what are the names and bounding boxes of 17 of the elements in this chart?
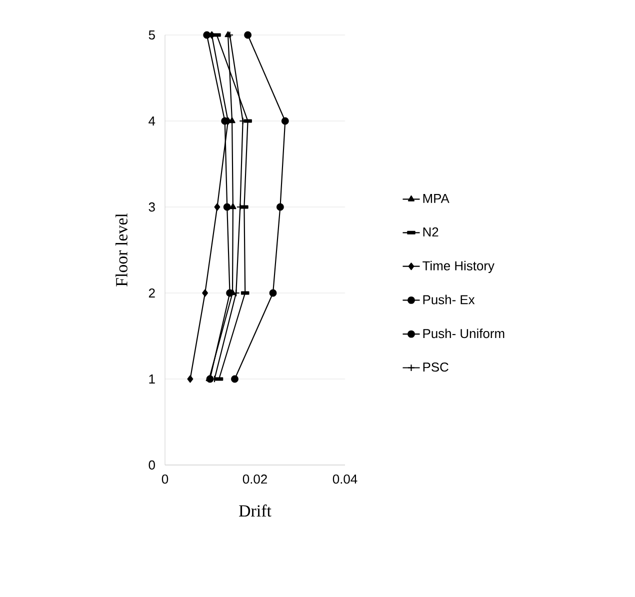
y-tick-label: 4 xyxy=(148,116,156,126)
x-tick-label: 0.04 xyxy=(332,474,358,484)
legend-label: MPA xyxy=(423,194,450,203)
y-tick-label: 5 xyxy=(148,30,155,40)
x-tick-label: 0 xyxy=(162,474,168,484)
legend-label: Time History xyxy=(422,260,494,273)
y-tick-label: 2 xyxy=(148,288,155,298)
legend-label: N2 xyxy=(423,227,438,236)
y-tick-label: 3 xyxy=(148,202,155,212)
y-axis-title: Floor level xyxy=(116,213,128,286)
legend-label: Push- Uniform xyxy=(423,328,504,338)
y-tick-label: 0 xyxy=(148,460,155,470)
legend-label: PSC xyxy=(423,362,448,372)
x-axis-title: Drift xyxy=(239,504,272,517)
legend-label: Push- Ex xyxy=(423,294,475,304)
x-tick-label: 0.02 xyxy=(242,474,267,484)
y-tick-label: 1 xyxy=(149,374,155,384)
